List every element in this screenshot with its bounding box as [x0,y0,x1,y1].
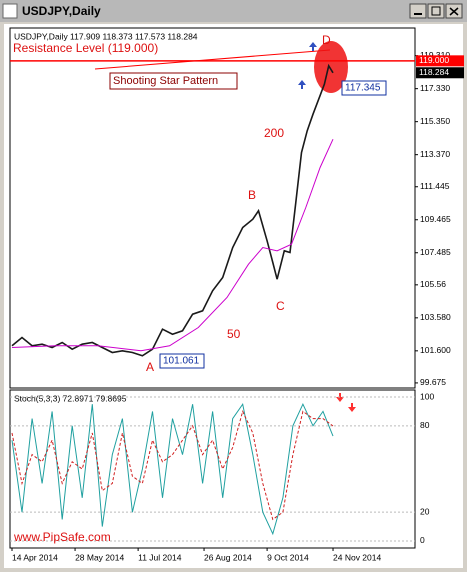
y-tick-label: 103.580 [420,312,451,322]
arrow-icons [298,42,317,89]
stoch-title: Stoch(5,3,3) 72.8971 79.8695 [14,393,127,403]
price-marker-label: 119.000 [419,55,449,65]
stoch-tick-label: 100 [420,391,434,401]
y-tick-label: 105.56 [420,279,446,289]
arrow-icons [336,393,356,412]
annotation: B [248,188,256,202]
window-buttons[interactable] [409,3,463,19]
app-icon [2,3,18,19]
annotation: Shooting Star Pattern [113,75,218,87]
pattern-box [109,72,238,90]
x-tick-label: 14 Apr 2014 [12,552,58,562]
annotation: 200 [264,126,284,140]
y-tick-label: 113.370 [420,149,450,159]
y-tick-label: 109.465 [420,214,451,224]
price-line [11,63,334,357]
annotation: C [276,299,285,313]
y-tick-label: 107.485 [420,247,451,257]
y-tick-label: 101.600 [420,345,451,355]
x-tick-label: 28 May 2014 [75,552,124,562]
price-marker [416,55,464,67]
x-tick-label: 11 Jul 2014 [138,552,182,562]
chart-background [4,24,463,568]
x-tick-label: 26 Aug 2014 [204,552,252,562]
stoch-signal [11,409,334,521]
stoch-tick-label: 80 [420,420,430,430]
window-title: USDJPY,Daily [22,4,101,18]
y-tick-label: 99.675 [420,377,446,387]
main-panel [9,27,416,389]
stoch-tick-label: 20 [420,506,430,516]
title-bar [0,0,467,22]
chart-header: USDJPY,Daily 117.909 118.373 117.573 118… [14,31,198,41]
price-marker-label: 118.284 [419,67,449,77]
stoch-main [11,402,334,536]
annotation: Resistance Level (119.000) [13,41,158,55]
y-tick-label: 111.445 [420,181,450,191]
y-tick-label: 117.330 [420,83,450,93]
x-tick-label: 24 Nov 2014 [333,552,381,562]
value-box-label: 117.345 [345,83,381,94]
stoch-tick-label: 0 [420,535,425,545]
annotation: 50 [227,327,241,341]
trend-line [94,49,331,70]
annotation: A [146,360,154,374]
y-tick-label: 119.310 [420,50,450,60]
highlight-ellipse [314,41,348,93]
price-line [11,138,334,352]
x-tick-label: 9 Oct 2014 [267,552,309,562]
stoch-panel [9,389,416,549]
value-box-label: 101.061 [163,356,200,367]
y-tick-label: 115.350 [420,116,450,126]
annotation: D [322,33,331,47]
value-box [341,80,387,96]
price-marker [416,67,464,79]
annotation: www.PipSafe.com [13,530,111,544]
value-box [159,353,205,369]
